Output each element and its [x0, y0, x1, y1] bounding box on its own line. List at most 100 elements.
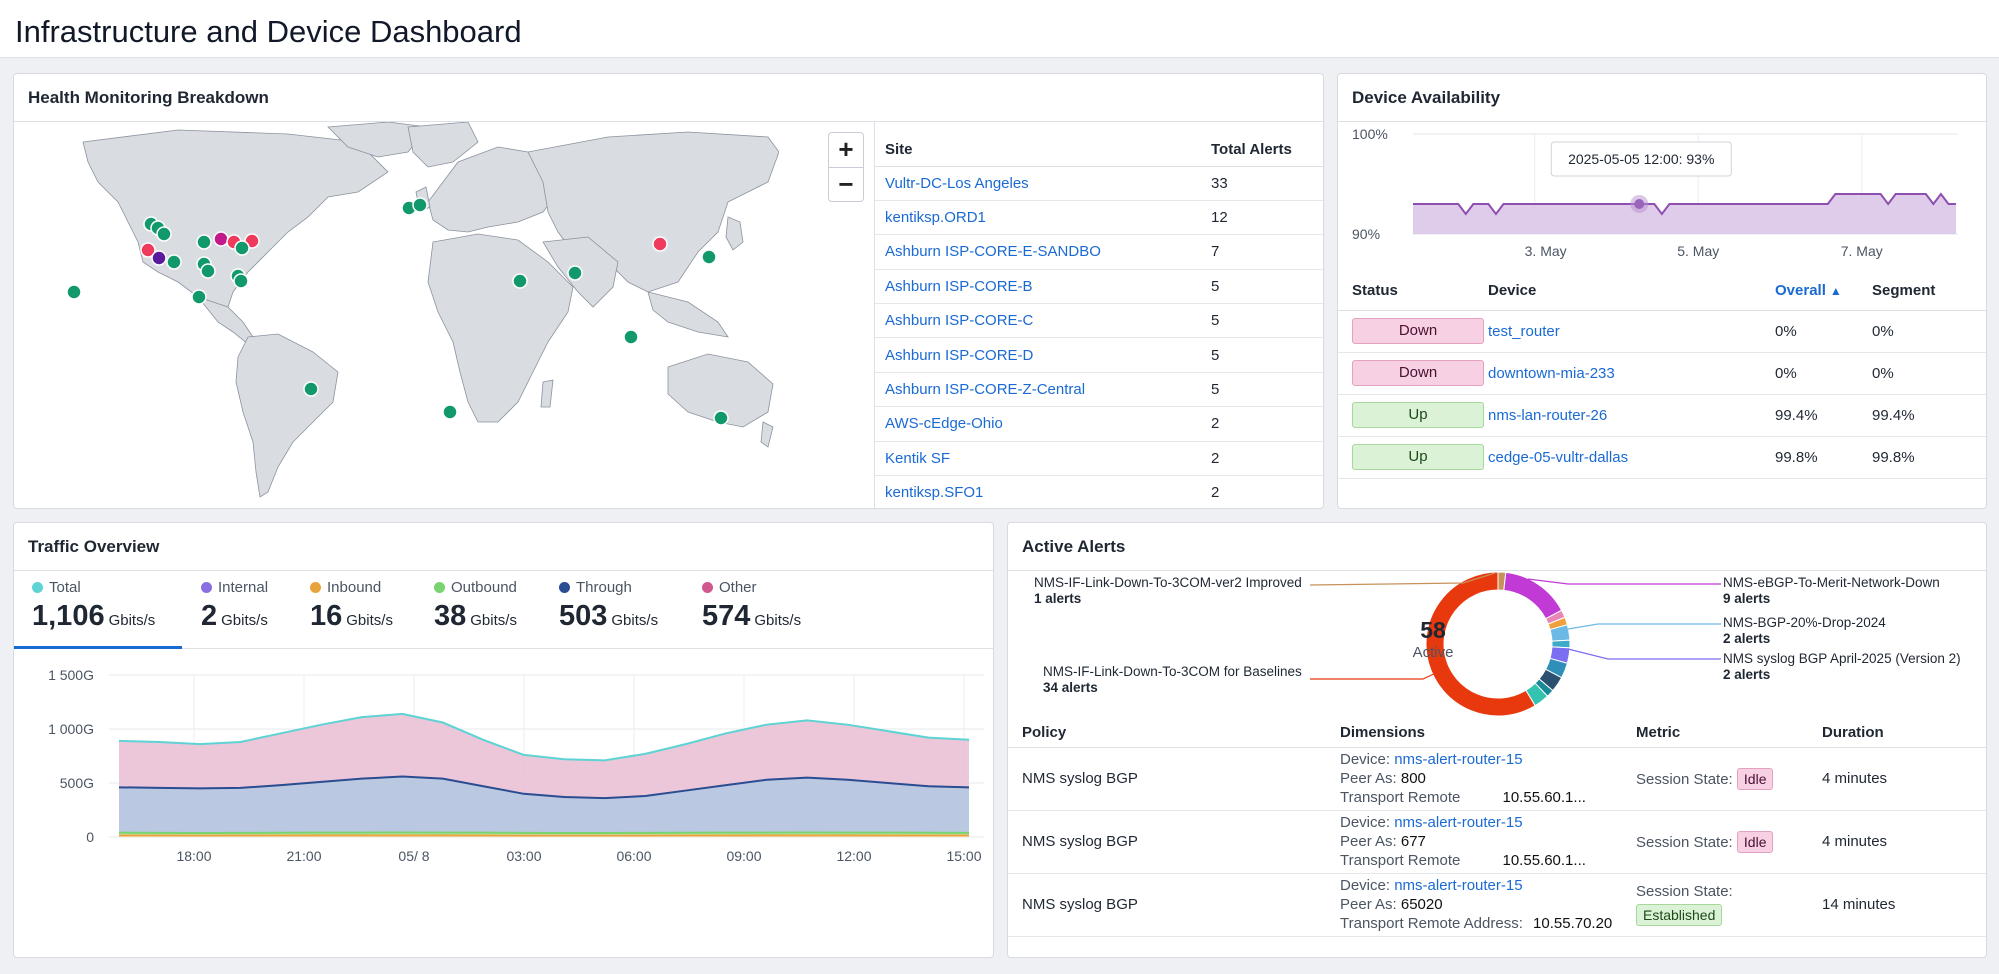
- x-tick-label: 03:00: [506, 848, 541, 864]
- x-tick-label: 5. May: [1677, 243, 1719, 259]
- site-link[interactable]: Vultr-DC-Los Angeles: [875, 166, 1186, 201]
- column-header-segment[interactable]: Segment: [1872, 272, 1986, 311]
- duration-value: 14 minutes: [1822, 873, 1986, 937]
- column-header-policy[interactable]: Policy: [1008, 719, 1340, 748]
- column-header-total-alerts[interactable]: Total Alerts: [1186, 122, 1323, 167]
- legend-item[interactable]: NMS-IF-Link-Down-To-3COM for Baselines 34…: [1043, 664, 1302, 695]
- table-row: Vultr-DC-Los Angeles 33: [875, 166, 1323, 201]
- tooltip-text: 2025-05-05 12:00: 93%: [1568, 151, 1714, 167]
- table-row[interactable]: NMS syslog BGP Device: nms-alert-router-…: [1008, 747, 1986, 811]
- stat-through[interactable]: Through 503 Gbits/s: [559, 579, 658, 633]
- other-dot-icon: [702, 582, 713, 593]
- overall-sort-label: Overall: [1775, 282, 1826, 300]
- zoom-in-button[interactable]: +: [838, 134, 854, 164]
- site-marker: [166, 254, 182, 270]
- stat-unit: Gbits/s: [221, 612, 268, 629]
- sort-ascending-icon: ▲: [1829, 284, 1842, 299]
- device-link[interactable]: cedge-05-vultr-dallas: [1488, 436, 1775, 479]
- site-link[interactable]: Ashburn ISP-CORE-D: [875, 337, 1186, 373]
- map-zoom-controls: + −: [828, 132, 864, 202]
- dimensions-cell: Device: nms-alert-router-15 Peer As: 650…: [1340, 873, 1636, 937]
- column-header-site[interactable]: Site: [875, 122, 1186, 167]
- total-line: [118, 712, 970, 762]
- selected-stat-indicator: [14, 646, 182, 649]
- device-availability-panel: Device Availability 100% 90% 3. May 5. May 7…: [1337, 73, 1987, 509]
- stat-outbound[interactable]: Outbound 38 Gbits/s: [434, 579, 517, 633]
- device-link[interactable]: downtown-mia-233: [1488, 352, 1775, 395]
- through-line: [118, 775, 970, 800]
- site-marker-alert: [652, 236, 668, 252]
- alert-count: 2: [1186, 406, 1323, 442]
- site-marker: [66, 284, 82, 300]
- site-marker: [233, 273, 249, 289]
- column-header-duration[interactable]: Duration: [1822, 719, 1986, 748]
- y-tick-label: 90%: [1352, 226, 1380, 242]
- stat-value: 574: [702, 600, 751, 632]
- column-header-device[interactable]: Device: [1488, 272, 1775, 311]
- stat-total[interactable]: Total 1,106 Gbits/s: [32, 579, 155, 633]
- segment-value: 0%: [1872, 352, 1986, 395]
- status-badge: Up: [1352, 444, 1484, 470]
- traffic-chart[interactable]: 1 500G 1 000G 500G 0 18:00 21:00 05/ 8 03:00 06:…: [14, 653, 994, 953]
- site-link[interactable]: Ashburn ISP-CORE-Z-Central: [875, 372, 1186, 408]
- total-dot-icon: [32, 582, 43, 593]
- availability-chart[interactable]: 100% 90% 3. May 5. May 7. May 2025-05-05 12:0…: [1338, 122, 1987, 272]
- segment-value: 0%: [1872, 310, 1986, 353]
- stat-other[interactable]: Other 574 Gbits/s: [702, 579, 801, 633]
- legend-item[interactable]: NMS-eBGP-To-Merit-Network-Down 9 alerts: [1723, 575, 1940, 606]
- world-map[interactable]: [28, 121, 780, 508]
- zoom-out-button[interactable]: −: [829, 167, 863, 201]
- table-row: kentiksp.SFO1 2: [875, 475, 1323, 508]
- continent-europe: [427, 146, 559, 233]
- column-header-dimensions[interactable]: Dimensions: [1340, 719, 1636, 748]
- leader-line: [1310, 670, 1441, 680]
- device-link[interactable]: nms-alert-router-15: [1394, 814, 1523, 831]
- site-link[interactable]: kentiksp.ORD1: [875, 200, 1186, 236]
- site-link[interactable]: Ashburn ISP-CORE-C: [875, 303, 1186, 339]
- site-marker: [713, 410, 729, 426]
- device-link[interactable]: nms-alert-router-15: [1394, 877, 1523, 894]
- stat-inbound[interactable]: Inbound 16 Gbits/s: [310, 579, 393, 633]
- site-link[interactable]: Ashburn ISP-CORE-B: [875, 269, 1186, 305]
- alerts-donut-chart[interactable]: [1008, 571, 1987, 721]
- through-dot-icon: [559, 582, 570, 593]
- stat-internal[interactable]: Internal 2 Gbits/s: [201, 579, 268, 633]
- legend-item[interactable]: NMS syslog BGP April-2025 (Version 2) 2 a…: [1723, 651, 1961, 682]
- stat-value: 503: [559, 600, 608, 632]
- tooltip-box: [1550, 141, 1732, 177]
- device-link[interactable]: nms-lan-router-26: [1488, 394, 1775, 437]
- device-link[interactable]: test_router: [1488, 310, 1775, 353]
- site-marker: [156, 226, 172, 242]
- site-link[interactable]: AWS-cEdge-Ohio: [875, 406, 1186, 442]
- site-alerts-table: Site Total Alerts Vultr-DC-Los Angeles 33…: [874, 122, 1323, 508]
- site-link[interactable]: Kentik SF: [875, 441, 1186, 477]
- table-row[interactable]: NMS syslog BGP Device: nms-alert-router-…: [1008, 873, 1986, 937]
- site-marker: [512, 273, 528, 289]
- device-link[interactable]: nms-alert-router-15: [1394, 751, 1523, 768]
- state-badge: Established: [1636, 904, 1723, 926]
- column-header-metric[interactable]: Metric: [1636, 719, 1822, 748]
- column-header-status[interactable]: Status: [1338, 272, 1488, 311]
- site-link[interactable]: kentiksp.SFO1: [875, 475, 1186, 508]
- table-row[interactable]: NMS syslog BGP Device: nms-alert-router-…: [1008, 810, 1986, 874]
- leader-line: [1567, 648, 1721, 660]
- column-header-overall[interactable]: Overall ▲: [1775, 272, 1872, 311]
- stat-label: Other: [719, 579, 757, 596]
- table-row: AWS-cEdge-Ohio 2: [875, 406, 1323, 442]
- legend-item[interactable]: NMS-IF-Link-Down-To-3COM-ver2 Improved 1 …: [1034, 575, 1302, 606]
- table-row: Down test_router 0% 0%: [1338, 310, 1986, 353]
- site-link[interactable]: Ashburn ISP-CORE-E-SANDBO: [875, 234, 1186, 270]
- policy-name: NMS syslog BGP: [1008, 810, 1340, 874]
- site-marker: [623, 329, 639, 345]
- status-badge: Up: [1352, 402, 1484, 428]
- x-tick-label: 06:00: [616, 848, 651, 864]
- y-tick-label: 1 000G: [48, 721, 94, 737]
- table-row: Up nms-lan-router-26 99.4% 99.4%: [1338, 394, 1986, 437]
- panel-title: Device Availability: [1352, 88, 1501, 107]
- leader-line: [1527, 578, 1721, 585]
- stat-label: Through: [576, 579, 632, 596]
- table-row: kentiksp.ORD1 12: [875, 200, 1323, 236]
- y-tick-label: 100%: [1352, 126, 1388, 142]
- legend-item[interactable]: NMS-BGP-20%-Drop-2024 2 alerts: [1723, 615, 1886, 646]
- stat-label: Inbound: [327, 579, 382, 596]
